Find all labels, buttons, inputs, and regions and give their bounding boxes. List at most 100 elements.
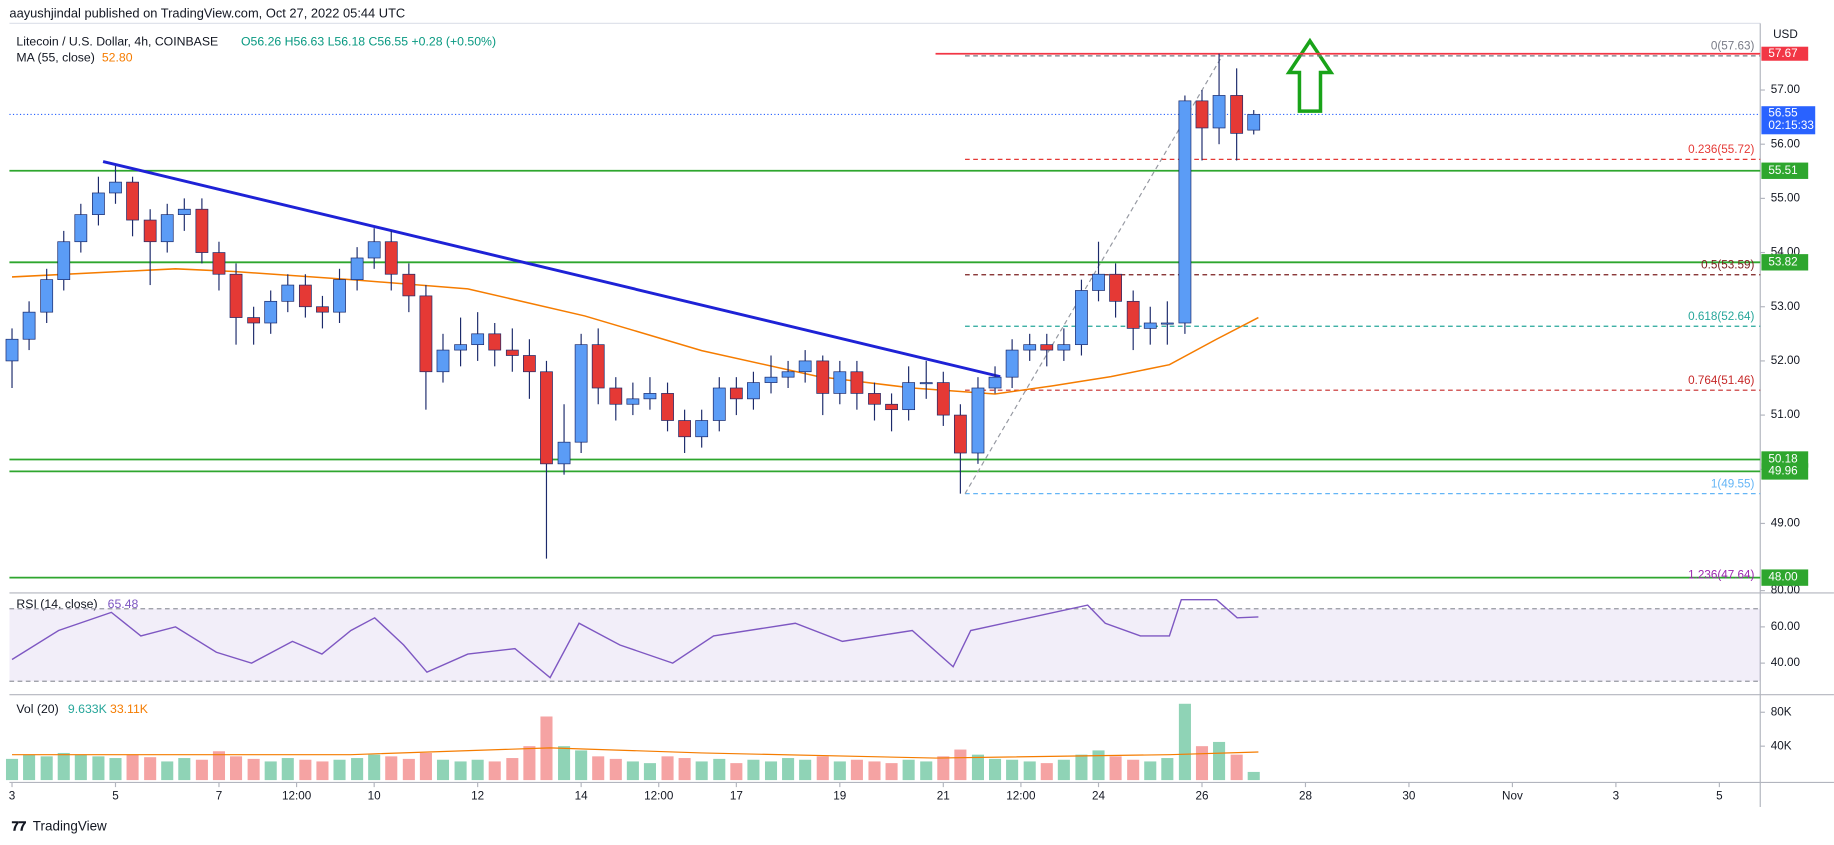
x-tick-label: 5: [1716, 790, 1723, 803]
axis-label: 57.67: [1768, 47, 1797, 60]
candle-body: [609, 387, 623, 405]
axis-label-box: [1761, 463, 1809, 480]
fib-label: 0.236(55.72): [1688, 143, 1754, 156]
x-tick-label: 10: [368, 790, 382, 803]
ohlc: O56.26 H56.63 L56.18 C56.55 +0.28 (+0.50…: [241, 34, 496, 48]
volume-bar: [316, 761, 329, 781]
volume-bar: [1109, 756, 1122, 781]
candle-body: [126, 181, 139, 221]
x-tick-label: 19: [833, 790, 846, 803]
candle-body: [781, 371, 795, 378]
volume-bar: [1127, 759, 1140, 781]
volume-bar: [782, 758, 795, 781]
volume-bar: [506, 758, 519, 781]
rsi-legend-value: 65.48: [108, 597, 139, 611]
candle-body: [591, 344, 605, 389]
candle-body: [1057, 344, 1071, 351]
volume-bar: [920, 761, 933, 781]
candle-body: [1195, 100, 1209, 129]
candle-body: [988, 376, 1002, 389]
candle-body: [1005, 349, 1019, 378]
axis-label: 55.51: [1768, 164, 1797, 177]
volume-bar: [1144, 761, 1157, 781]
candle-body: [1126, 300, 1140, 329]
volume-bar: [592, 756, 605, 781]
x-tick-label: 30: [1402, 790, 1416, 803]
x-tick-label: 17: [730, 790, 743, 803]
y-tick-label: 56.00: [1771, 137, 1801, 150]
volume-bar: [885, 763, 898, 781]
candle-body: [816, 360, 830, 394]
volume-bar: [575, 750, 588, 781]
x-tick-label: 28: [1299, 790, 1312, 803]
volume-bar: [661, 756, 674, 781]
volume-bar: [989, 758, 1002, 781]
volume-bar: [1092, 750, 1105, 781]
y-tick-label: 57.00: [1771, 83, 1801, 96]
fib-label: 0.618(52.64): [1688, 310, 1754, 323]
volume-ma-line: [12, 747, 1259, 759]
volume-bar: [5, 758, 19, 781]
volume-bar: [161, 761, 174, 781]
volume-bar: [833, 761, 846, 781]
candle-body: [833, 371, 847, 394]
y-tick-label: 40.00: [1771, 656, 1801, 669]
candle-body: [971, 387, 985, 454]
volume-bar: [1178, 703, 1191, 781]
rsi-line: [11, 598, 1259, 679]
volume-bar: [1247, 771, 1260, 781]
candle-body: [1230, 95, 1244, 134]
y-tick-label: 55.00: [1771, 191, 1801, 204]
volume-bar: [230, 756, 243, 781]
x-tick-label: 14: [575, 790, 589, 803]
candle-body: [626, 398, 640, 405]
x-tick-label: Nov: [1502, 790, 1523, 803]
volume-bar: [695, 761, 708, 781]
x-tick-label: 24: [1092, 790, 1106, 803]
candle-body: [471, 333, 485, 346]
candle-body: [229, 273, 243, 318]
volume-bar: [402, 758, 415, 781]
volume-bar: [730, 763, 743, 781]
candle-body: [1247, 114, 1261, 131]
axis-label-box: [1761, 106, 1816, 135]
ma-legend: MA (55, close): [16, 51, 94, 65]
candle-body: [333, 279, 346, 313]
vol-legend-value: 9.633K: [68, 702, 108, 716]
volume-bar: [1040, 763, 1053, 781]
volume-bar: [868, 761, 881, 781]
volume-bar: [643, 763, 656, 781]
currency: USD: [1773, 28, 1798, 41]
axis-label-box: [1761, 162, 1809, 179]
volume-bar: [92, 756, 105, 781]
logo-mark: 𝟕𝟕: [12, 818, 27, 833]
candle-body: [195, 208, 209, 253]
candle-body: [953, 414, 967, 454]
axis-label-box: [1761, 254, 1809, 271]
volume-bar: [195, 759, 208, 781]
candle-body: [764, 376, 778, 383]
volume-bar: [419, 752, 432, 781]
publisher: aayushjindal published on TradingView.co…: [9, 5, 405, 20]
countdown: 02:15:33: [1768, 119, 1814, 132]
brand: TradingView: [33, 818, 107, 833]
candle-body: [936, 382, 950, 416]
x-tick-label: 12:00: [1006, 790, 1036, 803]
candle-body: [557, 441, 571, 465]
y-tick-label: 51.00: [1771, 408, 1801, 421]
candle-body: [316, 306, 329, 313]
candle-body: [177, 208, 191, 215]
candle-body: [143, 219, 157, 243]
volume-bar: [109, 758, 122, 781]
candle-body: [160, 214, 174, 243]
vol-legend: Vol (20): [16, 702, 58, 716]
volume-bar: [74, 754, 87, 781]
axis-label: 53.82: [1768, 255, 1797, 268]
candle-body: [919, 382, 933, 385]
candle-body: [419, 295, 433, 373]
candle-body: [5, 338, 19, 362]
candle-body: [695, 420, 709, 438]
candle-body: [92, 192, 105, 215]
